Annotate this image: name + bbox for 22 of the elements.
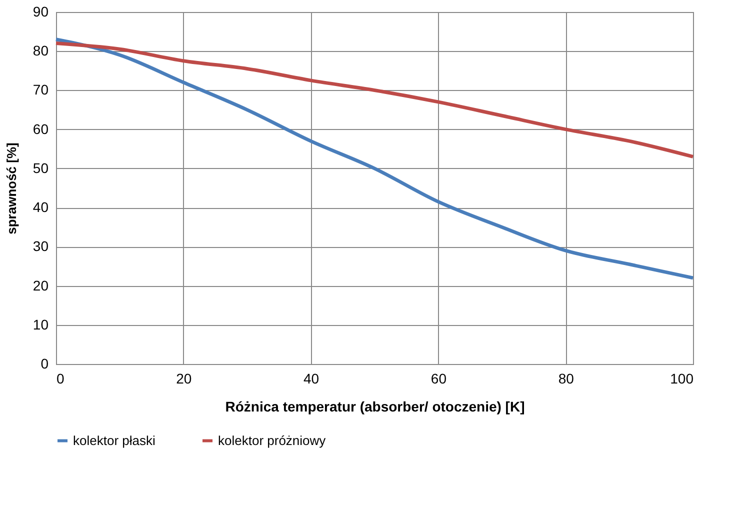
y-tick-label: 50 — [32, 160, 49, 176]
line-series — [54, 38, 695, 280]
y-tick-label: 80 — [32, 42, 49, 59]
y-tick-label: 0 — [40, 356, 49, 372]
x-tick-label: 20 — [176, 370, 192, 386]
y-tick-label: 20 — [32, 277, 49, 294]
y-axis-title: sprawność [%] — [4, 142, 19, 234]
y-tick-label: 40 — [32, 199, 49, 216]
y-tick-label: 90 — [32, 4, 49, 20]
x-tick-label: 60 — [430, 370, 447, 386]
y-tick-label: 70 — [32, 82, 49, 98]
legend-label: kolektor próżniowy — [218, 432, 326, 448]
x-axis-title: Różnica temperatur (absorber/ otoczenie) [K] — [225, 398, 525, 414]
legend-label: kolektor płaski — [73, 432, 156, 448]
x-tick-label: 40 — [304, 370, 320, 386]
y-tick-label: 60 — [32, 120, 49, 137]
y-tick-label: 30 — [32, 238, 49, 254]
line-series — [54, 42, 695, 158]
x-tick-label: 80 — [558, 370, 574, 386]
x-tick-label: 0 — [56, 370, 64, 386]
y-tick-label: 10 — [32, 316, 49, 332]
x-tick-label: 100 — [670, 370, 694, 386]
